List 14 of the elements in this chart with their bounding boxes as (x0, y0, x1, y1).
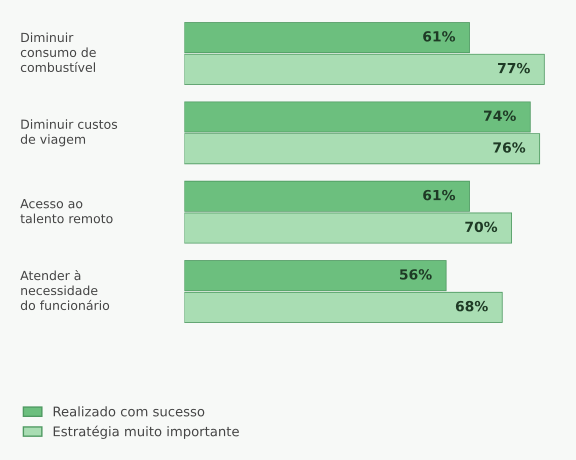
y-tick-label: Diminuir consumo de combustível (20, 32, 96, 72)
y-tick-label: Diminuir custos de viagem (20, 119, 118, 146)
y-tick-label: Acesso ao talento remoto (20, 199, 113, 224)
data-label: 77% (498, 62, 530, 74)
data-label: 56% (400, 269, 432, 280)
y-tick-label: Atender à necessidade do funcionário (20, 270, 110, 310)
legend-label: Realizado com sucesso (54, 406, 204, 416)
data-label: 74% (484, 110, 516, 121)
data-label: 61% (423, 190, 456, 200)
data-label: 68% (456, 300, 488, 312)
data-label: 76% (493, 142, 526, 153)
legend-label: Estratégia muito importante (54, 426, 239, 439)
data-label: 70% (465, 222, 498, 232)
data-label: 61% (423, 31, 456, 42)
